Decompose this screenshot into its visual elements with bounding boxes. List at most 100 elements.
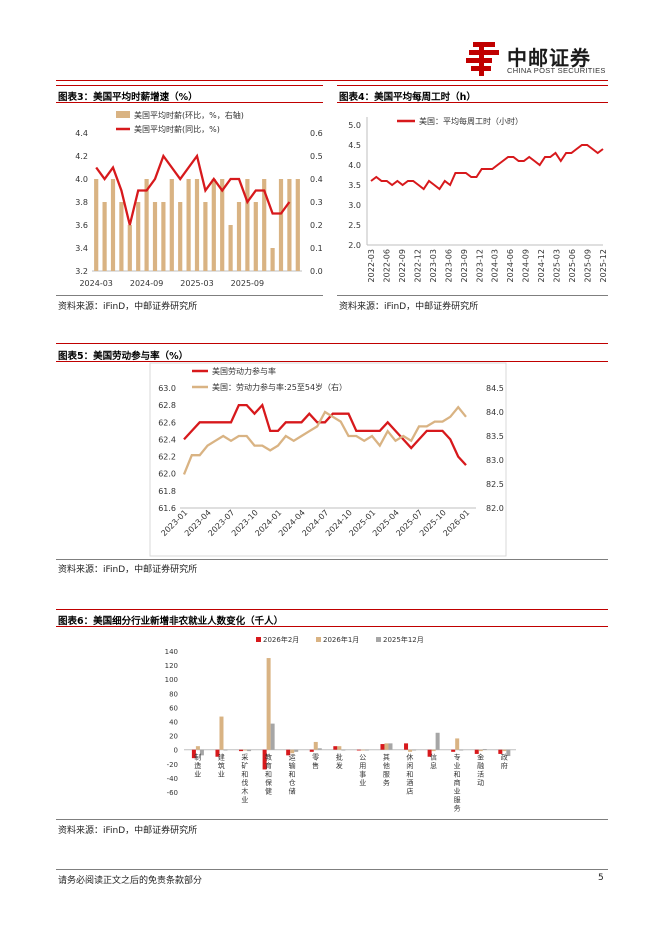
- fig4-x-tick: 2023-06: [444, 249, 453, 282]
- fig4-x-tick: 2022-06: [382, 249, 391, 282]
- fig6-y-tick: 80: [169, 690, 178, 698]
- fig6-legend-label-1: 2026年2月: [263, 635, 299, 644]
- fig6-bar: [435, 732, 440, 750]
- fig6-y-tick: 60: [169, 704, 178, 712]
- fig3-bar: [161, 202, 166, 271]
- fig5-series-line-2: [182, 405, 467, 475]
- fig3-x-tick: 2025-03: [180, 279, 213, 288]
- fig4-x-tick: 2024-12: [537, 249, 546, 282]
- fig5-series-line-1: [183, 402, 467, 466]
- fig3-source: 资料来源：iFinD，中邮证券研究所: [58, 302, 198, 312]
- fig6-bar: [459, 749, 464, 751]
- fig6-category-label: 运输和仓储: [289, 754, 296, 796]
- fig4-x-tick: 2024-03: [491, 249, 500, 282]
- fig3-x-tick: 2024-09: [130, 279, 163, 288]
- fig4-x-tick: 2023-03: [429, 249, 438, 282]
- fig6-legend-swatch-1: [256, 637, 261, 642]
- fig4-y-tick: 2.5: [348, 221, 361, 230]
- fig3-bar: [278, 179, 284, 271]
- company-logo: 中邮证券 CHINA POST SECURITIES: [465, 40, 615, 80]
- fig6-bar: [341, 749, 346, 751]
- fig5-bottom-rule: [56, 559, 608, 560]
- fig4-source: 资料来源：iFinD，中邮证券研究所: [339, 302, 479, 312]
- fig6-bar: [404, 743, 409, 750]
- fig6-bar: [360, 749, 365, 751]
- fig3-legend-bar-label: 美国平均时薪(环比，%，右轴): [134, 110, 244, 120]
- fig3-bar: [211, 179, 216, 271]
- fig6-bar: [384, 743, 389, 750]
- fig5-right-tick: 82.5: [486, 480, 504, 489]
- fig3-bar: [152, 202, 158, 271]
- fig4-y-tick: 4.0: [348, 161, 361, 170]
- fig5-source: 资料来源：iFinD，中邮证券研究所: [58, 565, 198, 575]
- logo-chinese-name: 中邮证券: [507, 46, 591, 70]
- fig5-left-tick: 62.2: [158, 453, 176, 462]
- fig3-x-tick: 2024-03: [79, 279, 112, 288]
- fig3-left-tick: 4.0: [75, 175, 88, 184]
- fig3-left-tick: 4.2: [75, 152, 88, 161]
- fig3-x-tick: 2025-09: [231, 279, 264, 288]
- fig6-category-label: 采矿和伐木业: [241, 753, 248, 805]
- fig3-bar: [102, 202, 107, 271]
- fig6-bar: [455, 738, 460, 750]
- fig6-bar: [506, 749, 511, 757]
- fig6-y-tick: -60: [167, 789, 178, 797]
- fig3-bar: [144, 179, 149, 271]
- fig5-right-tick: 83.5: [486, 432, 504, 441]
- fig3-bar: [270, 248, 275, 271]
- fig5-right-tick: 83.0: [486, 456, 504, 465]
- fig6-title: 图表6：美国细分行业新增非农就业人数变化（千人）: [58, 616, 284, 627]
- footer-rule: [56, 869, 608, 870]
- fig6-category-label: 建筑业: [218, 753, 225, 779]
- fig6-category-label: 教育和保健: [265, 753, 272, 796]
- fig6-y-tick: 120: [165, 662, 178, 670]
- fig6-chart: 2026年2月 2026年1月 2025年12月 140 120 100 80 60 40 20 0…: [165, 635, 516, 813]
- logo-english-name: CHINA POST SECURITIES: [507, 66, 606, 75]
- fig6-bar: [337, 746, 342, 750]
- fig4-chart: 美国：平均每周工时（小时） 5.0 4.5 4.0 3.5 3.0 2.5 2.0 2022-0…: [348, 116, 608, 282]
- fig6-bar: [478, 749, 483, 752]
- fig3-right-tick: 0.6: [310, 129, 323, 138]
- fig5-title: 图表5：美国劳动参与率（%）: [58, 351, 189, 362]
- fig6-bar: [243, 749, 248, 751]
- fig4-top-rule: [337, 85, 608, 86]
- fig6-y-tick: 100: [165, 676, 178, 684]
- fig3-left-tick: 3.6: [75, 221, 88, 230]
- fig3-right-tick: 0.1: [310, 244, 323, 253]
- fig4-x-tick: 2024-06: [506, 249, 515, 282]
- fig4-y-tick: 5.0: [348, 121, 361, 130]
- fig6-bar: [219, 716, 224, 750]
- fig6-bar: [239, 749, 244, 752]
- fig5-right-tick: 84.5: [486, 384, 504, 393]
- footer-disclaimer: 请务必阅读正文之后的免责条款部分: [58, 876, 203, 886]
- fig3-top-rule: [56, 85, 323, 86]
- fig3-bar: [262, 179, 267, 271]
- fig5-left-tick: 62.4: [158, 435, 176, 444]
- fig3-bar: [127, 225, 132, 271]
- fig6-legend-label-2: 2026年1月: [323, 635, 359, 644]
- fig6-category-label: 批发: [336, 753, 343, 771]
- fig3-bar: [295, 179, 300, 271]
- fig4-y-tick: 4.5: [348, 141, 361, 150]
- fig6-bar: [474, 749, 479, 754]
- fig6-legend-swatch-3: [376, 637, 381, 642]
- fig3-bar: [203, 202, 208, 271]
- fig6-bar: [408, 749, 413, 752]
- fig3-bar: [253, 202, 258, 271]
- fig5-right-tick: 84.0: [486, 408, 504, 417]
- fig4-y-tick: 3.5: [348, 181, 361, 190]
- fig6-bar: [309, 749, 314, 752]
- fig6-bottom-rule: [56, 819, 608, 820]
- fig6-legend-swatch-2: [316, 637, 321, 642]
- fig3-bar: [287, 179, 292, 271]
- fig3-bar: [110, 179, 116, 271]
- fig4-x-tick: 2025-12: [599, 249, 608, 282]
- fig6-bar: [195, 746, 200, 750]
- fig3-chart: 美国平均时薪(环比，%，右轴) 美国平均时薪(同比，%) 4.4 4.2 4.0 3.8 3…: [75, 110, 323, 288]
- fig3-right-tick: 0.3: [310, 198, 323, 207]
- fig4-legend-label: 美国：平均每周工时（小时）: [419, 116, 523, 126]
- fig6-bar: [431, 749, 436, 752]
- fig5-left-tick: 62.6: [158, 418, 176, 427]
- fig3-title: 图表3：美国平均时薪增速（%）: [58, 92, 198, 103]
